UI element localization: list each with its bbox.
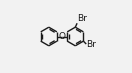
Text: Br: Br	[86, 39, 96, 49]
Text: Br: Br	[77, 14, 87, 23]
Text: O: O	[59, 32, 66, 41]
